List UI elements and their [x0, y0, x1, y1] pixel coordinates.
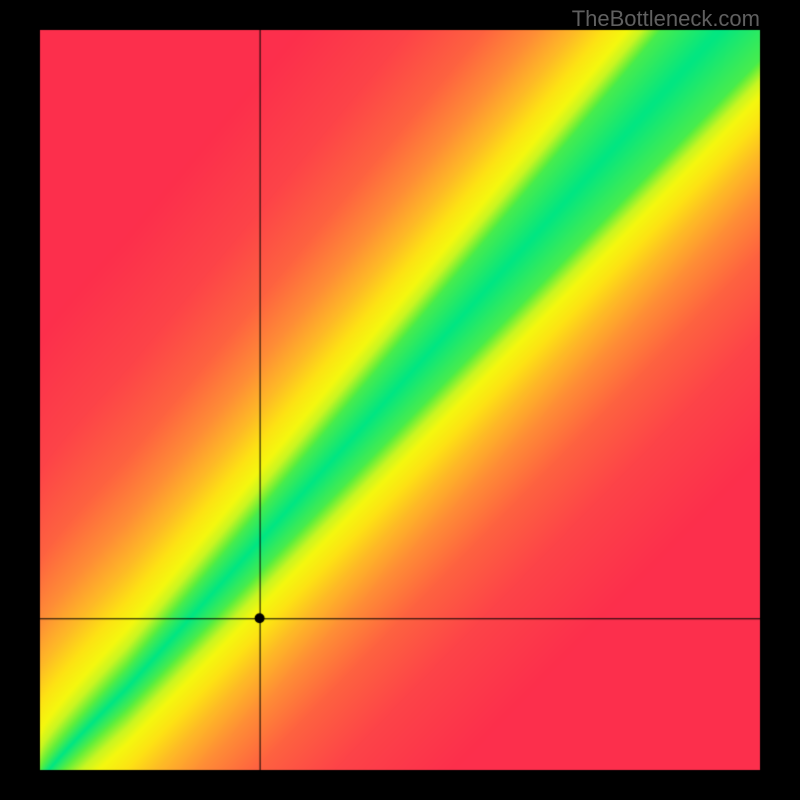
heatmap-canvas	[0, 0, 800, 800]
chart-container: { "watermark": "TheBottleneck.com", "can…	[0, 0, 800, 800]
watermark-text: TheBottleneck.com	[572, 6, 760, 32]
